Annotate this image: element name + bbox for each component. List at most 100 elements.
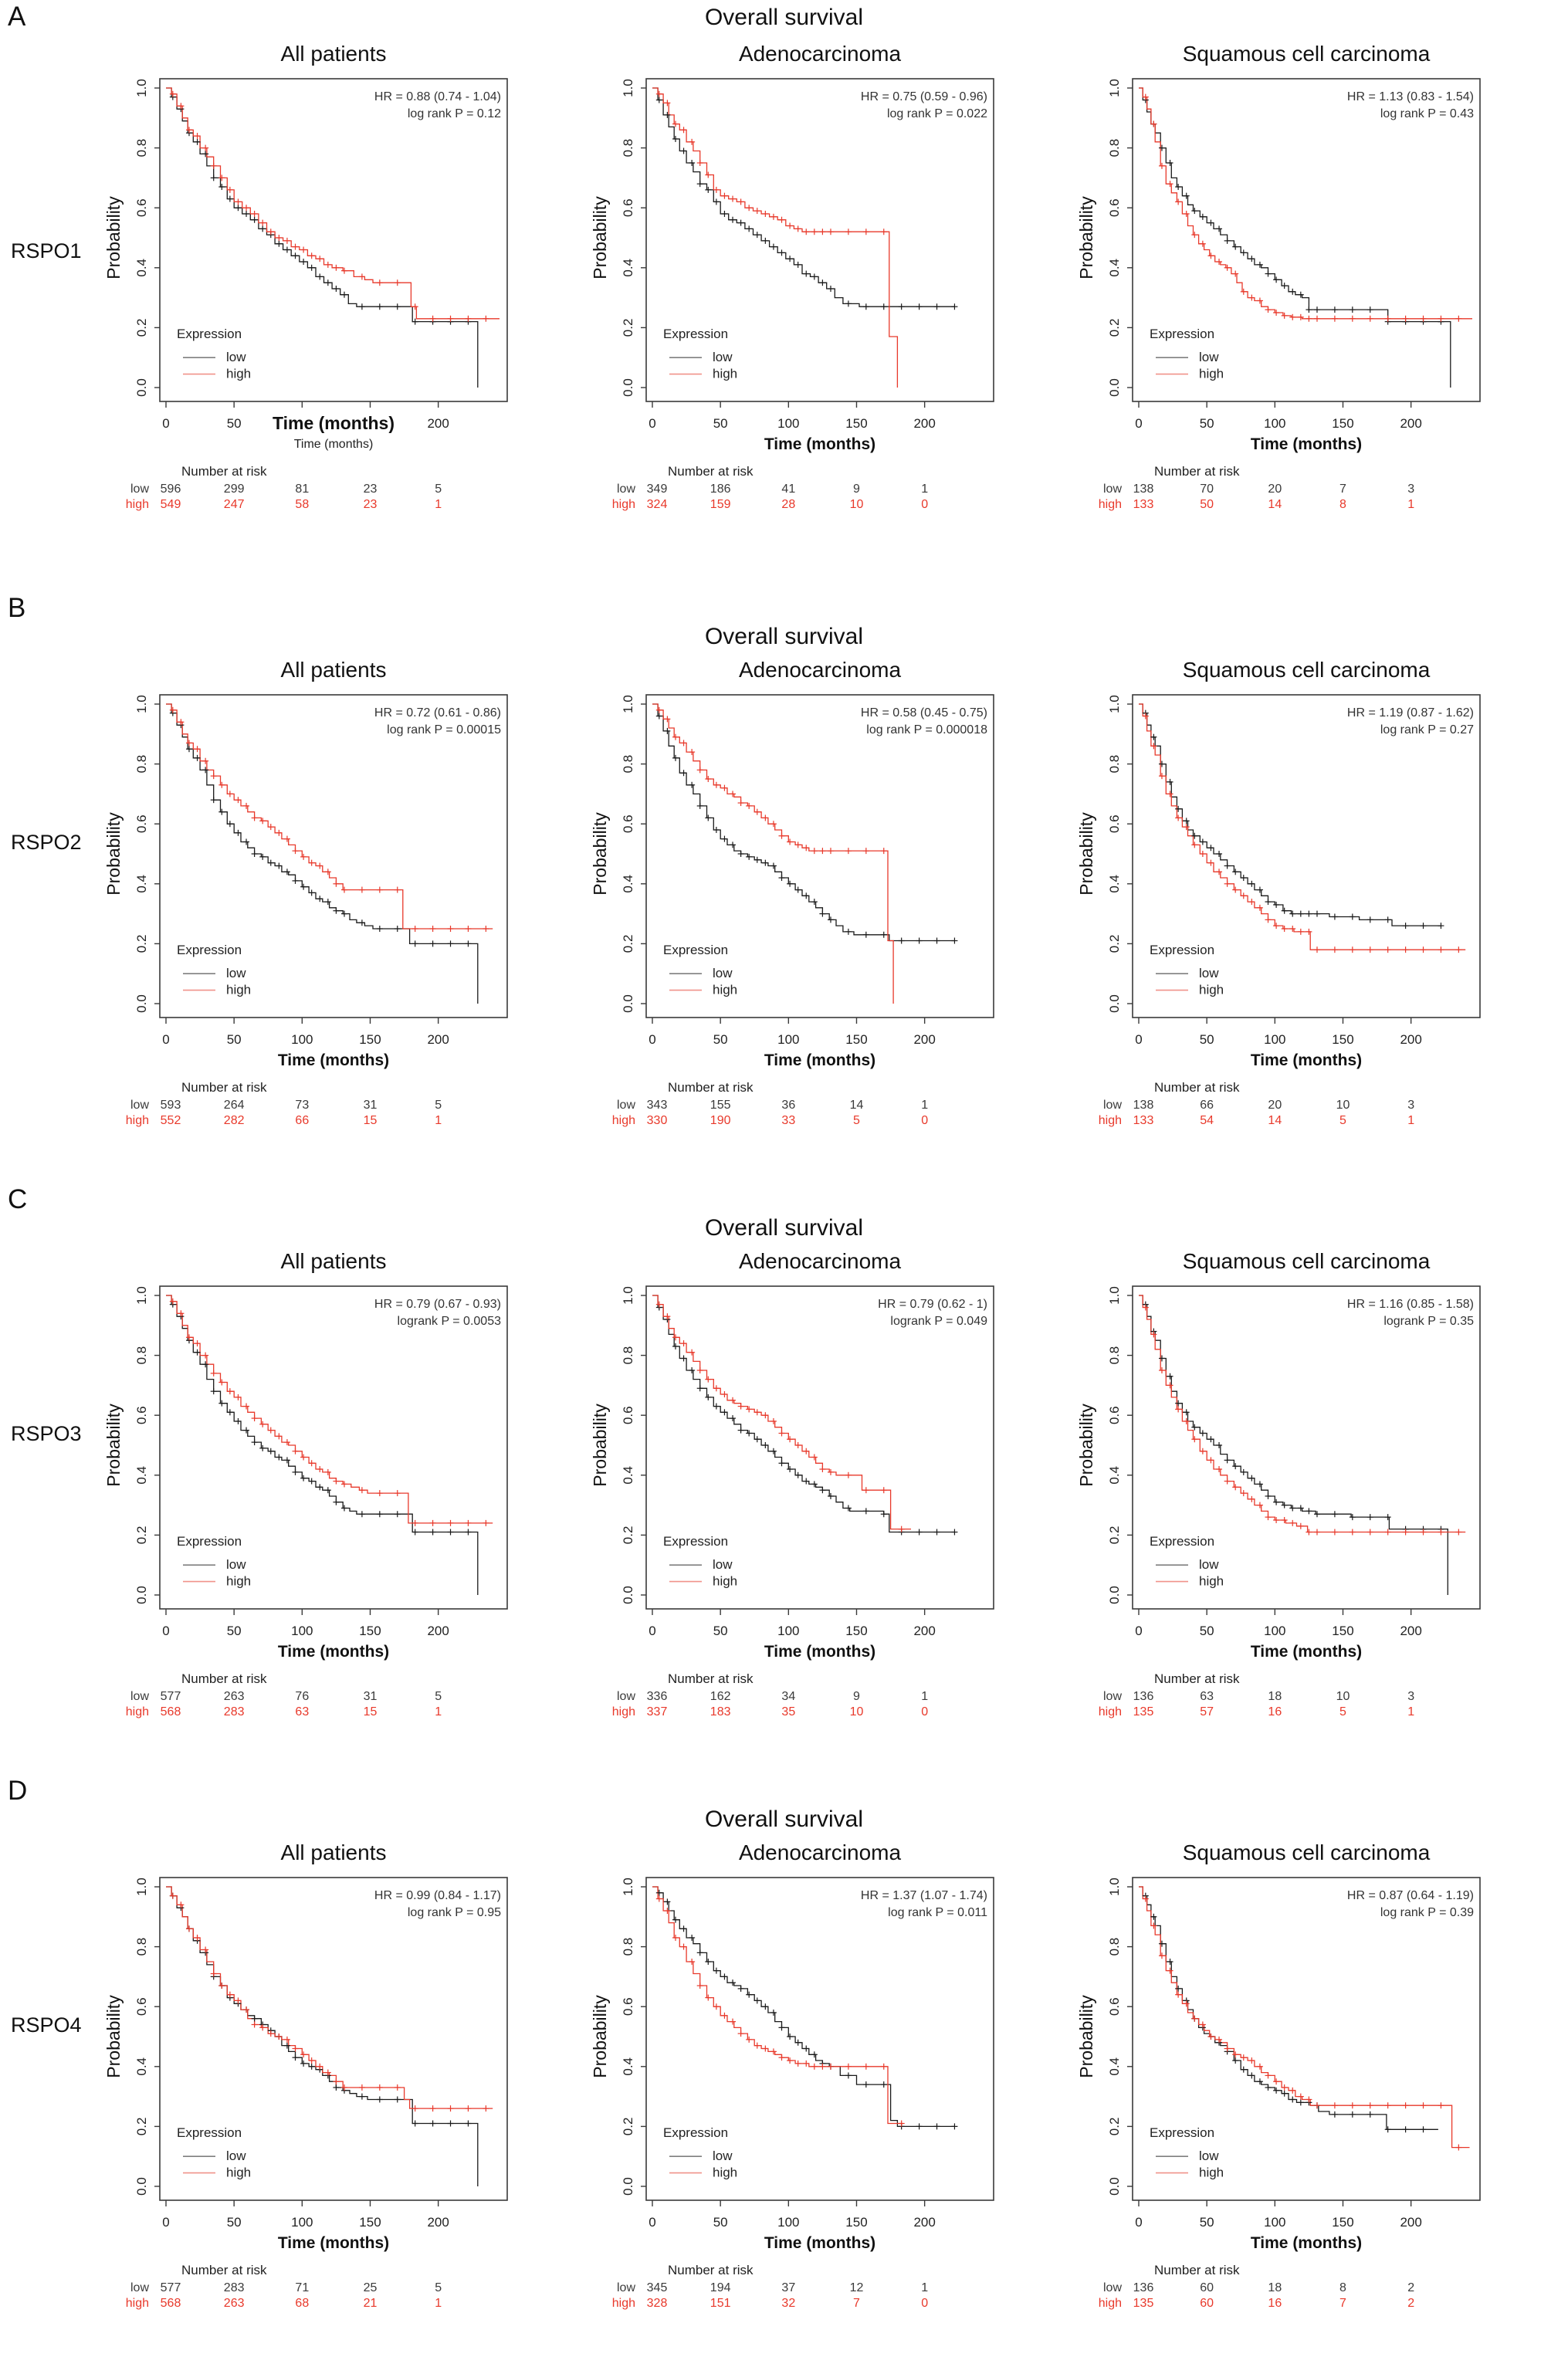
svg-text:577: 577 xyxy=(161,2281,181,2294)
svg-text:8: 8 xyxy=(1339,2281,1346,2294)
svg-text:log rank P = 0.12: log rank P = 0.12 xyxy=(408,107,501,120)
svg-text:135: 135 xyxy=(1133,2297,1154,2310)
svg-text:low: low xyxy=(1103,1099,1122,1112)
svg-text:0.4: 0.4 xyxy=(134,875,149,893)
svg-text:31: 31 xyxy=(364,1099,378,1112)
svg-text:50: 50 xyxy=(227,2215,242,2230)
km-plot-group: Squamous cell carcinoma 0.0 0.2 0.4 0.6 0.8 1.… xyxy=(1059,1249,1532,1725)
plot-box xyxy=(159,1877,508,2201)
svg-text:41: 41 xyxy=(781,483,795,496)
svg-text:0.6: 0.6 xyxy=(134,198,149,217)
svg-text:5: 5 xyxy=(1339,1114,1346,1127)
overall-survival-title: Overall survival xyxy=(704,1807,864,1832)
svg-text:0: 0 xyxy=(921,2297,928,2310)
gene-label: RSPO3 xyxy=(11,1422,82,1445)
plot-title: Adenocarcinoma xyxy=(738,658,902,682)
svg-text:0.2: 0.2 xyxy=(1107,935,1122,953)
svg-text:0.4: 0.4 xyxy=(1107,1466,1122,1485)
svg-text:63: 63 xyxy=(295,1705,309,1719)
expression-legend: Expression low high xyxy=(1150,1534,1224,1589)
svg-text:50: 50 xyxy=(227,1032,242,1047)
svg-text:Probability: Probability xyxy=(103,812,124,896)
panel-b: B Overall survival RSPO2 All patients 0.0… xyxy=(0,591,1568,1183)
svg-text:0: 0 xyxy=(649,1032,655,1047)
svg-text:Time (months): Time (months) xyxy=(764,1051,875,1069)
number-at-risk-table: Number at risklowhigh3363371621833435910… xyxy=(612,1671,928,1719)
svg-text:low: low xyxy=(1199,2149,1219,2163)
svg-text:14: 14 xyxy=(1268,498,1282,511)
svg-text:0.0: 0.0 xyxy=(1107,994,1122,1013)
gene-label: RSPO1 xyxy=(11,239,82,262)
svg-text:HR = 0.99 (0.84 - 1.17): HR = 0.99 (0.84 - 1.17) xyxy=(374,1889,501,1902)
svg-text:low: low xyxy=(226,2149,246,2163)
svg-text:200: 200 xyxy=(913,2215,935,2230)
svg-text:Probability: Probability xyxy=(1076,812,1096,896)
svg-text:0: 0 xyxy=(162,416,169,431)
svg-text:20: 20 xyxy=(1268,483,1282,496)
svg-text:log rank P = 0.00015: log rank P = 0.00015 xyxy=(387,723,501,737)
low-expression-curve xyxy=(1139,703,1441,926)
svg-text:1: 1 xyxy=(435,1705,442,1719)
plot-title: Squamous cell carcinoma xyxy=(1182,42,1431,66)
svg-text:0.8: 0.8 xyxy=(621,139,635,157)
survival-curves xyxy=(1139,1295,1466,1595)
hr-annotation: HR = 0.99 (0.84 - 1.17) log rank P = 0.95 xyxy=(374,1889,501,1919)
svg-text:low: low xyxy=(130,2281,149,2294)
svg-text:0.4: 0.4 xyxy=(134,1466,149,1485)
svg-text:high: high xyxy=(226,1574,251,1589)
svg-text:Time (months): Time (months) xyxy=(273,413,395,433)
km-plot-group: All patients 0.0 0.2 0.4 0.6 0.8 1.0 Probabilit… xyxy=(86,1249,559,1725)
svg-text:Probability: Probability xyxy=(1076,1995,1096,2078)
svg-text:0.4: 0.4 xyxy=(621,1466,635,1485)
svg-text:Expression: Expression xyxy=(1150,1534,1214,1549)
x-axis: 0 50 100 150 200 Time (months) xyxy=(162,2200,449,2252)
svg-text:23: 23 xyxy=(364,483,378,496)
svg-text:5: 5 xyxy=(853,1114,860,1127)
svg-text:14: 14 xyxy=(1268,1114,1282,1127)
svg-text:150: 150 xyxy=(1332,1032,1353,1047)
number-at-risk-table: Number at risk low high 577 568 263 283 76 63 31 1… xyxy=(126,1671,442,1719)
survival-curves xyxy=(652,1295,958,1536)
plot-title: All patients xyxy=(280,42,387,66)
svg-text:0: 0 xyxy=(162,2215,169,2230)
svg-text:36: 36 xyxy=(781,1099,795,1112)
km-plot-svg: 0.0 0.2 0.4 0.6 0.8 1.0 Probability 0 50 100 150 20… xyxy=(103,1285,508,1719)
svg-text:50: 50 xyxy=(713,416,728,431)
svg-text:Number at risk: Number at risk xyxy=(668,2263,754,2277)
y-axis: 0.0 0.2 0.4 0.6 0.8 1.0 Probability xyxy=(590,1286,646,1604)
high-expression-curve xyxy=(166,1295,493,1524)
hr-annotation: HR = 0.58 (0.45 - 0.75) log rank P = 0.00… xyxy=(861,706,987,737)
plot-box xyxy=(1132,1877,1481,2201)
plot-box xyxy=(159,694,508,1018)
svg-text:high: high xyxy=(126,1705,149,1719)
svg-text:Expression: Expression xyxy=(663,327,728,341)
number-at-risk-table: Number at risk low high 577 568 283 263 71 68 25 2… xyxy=(126,2263,442,2310)
svg-text:100: 100 xyxy=(777,1032,799,1047)
svg-text:54: 54 xyxy=(1200,1114,1214,1127)
svg-text:high: high xyxy=(1199,1574,1224,1589)
svg-text:133: 133 xyxy=(1133,498,1154,511)
number-at-risk-table: Number at risk low high 136 135 60 60 18 16 8 7 2 2 xyxy=(1099,2263,1414,2310)
svg-text:5: 5 xyxy=(1339,1705,1346,1719)
svg-text:Probability: Probability xyxy=(103,196,124,279)
svg-text:9: 9 xyxy=(853,483,860,496)
svg-text:0.2: 0.2 xyxy=(621,319,635,337)
svg-text:HR = 0.72 (0.61 - 0.86): HR = 0.72 (0.61 - 0.86) xyxy=(374,706,501,720)
svg-text:high: high xyxy=(612,1114,635,1127)
svg-text:log rank P = 0.27: log rank P = 0.27 xyxy=(1380,723,1474,737)
svg-text:low: low xyxy=(617,2281,635,2294)
plot-title: All patients xyxy=(280,1249,387,1273)
number-at-risk-table: Number at risk low high 345 328 194 151 37 32 12 7… xyxy=(612,2263,928,2310)
x-axis: 0 50 100 150 200 Time (months) xyxy=(649,1018,936,1069)
low-expression-curve xyxy=(1139,1295,1448,1595)
svg-text:100: 100 xyxy=(1264,2215,1285,2230)
number-at-risk-table: Number at risk low high 593 552 264 282 73 66 31 1… xyxy=(126,1080,442,1127)
svg-text:190: 190 xyxy=(710,1114,731,1127)
svg-text:0: 0 xyxy=(921,498,928,511)
svg-text:15: 15 xyxy=(364,1114,378,1127)
svg-text:logrank P = 0.0053: logrank P = 0.0053 xyxy=(398,1315,502,1328)
svg-text:162: 162 xyxy=(710,1690,731,1703)
low-expression-curve xyxy=(652,1295,955,1533)
svg-text:0.6: 0.6 xyxy=(134,1997,149,2016)
x-axis: 0 50 200 Time (months) Time (months) xyxy=(162,401,449,451)
